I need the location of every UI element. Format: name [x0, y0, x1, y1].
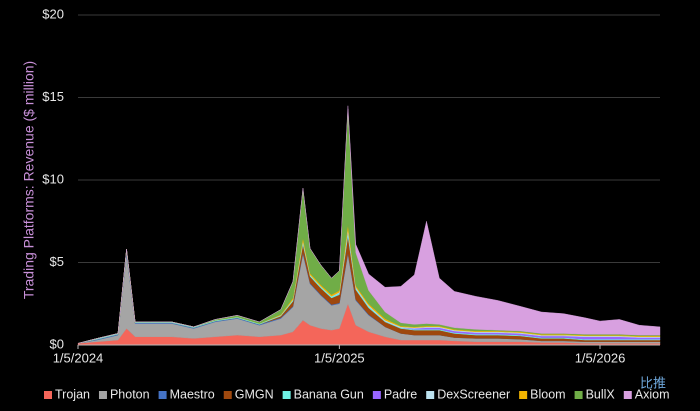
legend-label: Trojan	[55, 387, 90, 401]
legend-swatch	[282, 391, 291, 399]
legend-swatch	[623, 391, 632, 399]
legend-swatch	[98, 391, 107, 399]
legend-label: Maestro	[170, 387, 215, 401]
x-tick-label: 1/5/2026	[575, 350, 626, 365]
x-tick-label: 1/5/2025	[314, 350, 365, 365]
legend-swatch	[426, 391, 435, 399]
legend-label: GMGN	[235, 387, 274, 401]
legend-label: Axiom	[635, 387, 670, 401]
legend-label: BullX	[586, 387, 616, 401]
legend-swatch	[372, 391, 381, 399]
legend-swatch	[574, 391, 583, 399]
legend-label: Bloom	[530, 387, 565, 401]
y-axis-label: Trading Platforms: Revenue ($ million)	[21, 61, 37, 299]
watermark: 比推	[640, 375, 666, 390]
area	[77, 105, 661, 344]
legend-label: DexScreener	[437, 387, 510, 401]
y-tick-label: $0	[50, 336, 64, 351]
x-tick-label: 1/5/2024	[53, 350, 104, 365]
legend-swatch	[44, 391, 52, 399]
legend-swatch	[519, 391, 528, 399]
y-tick-label: $20	[42, 6, 64, 21]
legend-label: Banana Gun	[294, 387, 364, 401]
legend-label: Photon	[110, 387, 150, 401]
y-tick-label: $10	[42, 171, 64, 186]
legend-swatch	[223, 391, 232, 399]
legend-swatch	[158, 391, 167, 399]
y-tick-label: $15	[42, 89, 64, 104]
legend-label: Padre	[384, 387, 417, 401]
y-tick-label: $5	[50, 254, 64, 269]
